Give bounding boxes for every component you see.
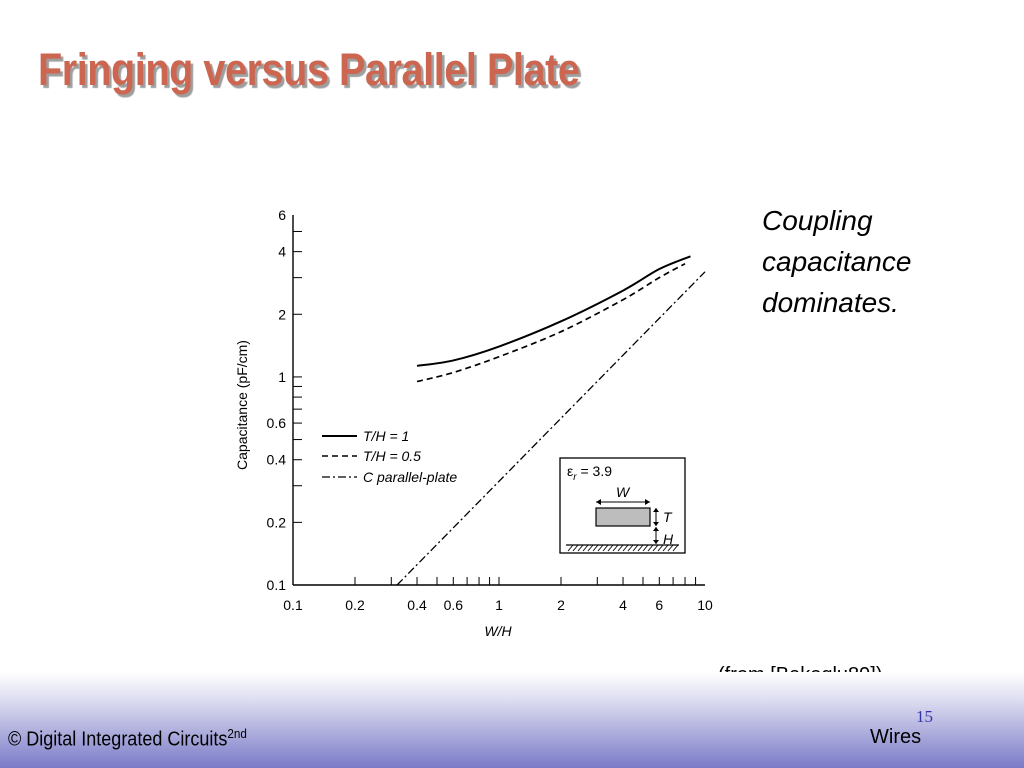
hatch-stroke	[572, 544, 579, 552]
inset-wire	[595, 507, 651, 527]
hatch-stroke	[662, 544, 669, 552]
hatch-stroke	[607, 544, 614, 552]
hatch-stroke	[617, 544, 624, 552]
footer-copyright: © Digital Integrated Circuits2nd	[8, 726, 247, 752]
hatch-stroke	[602, 544, 609, 552]
chart-ticks: 0.1 0.2 0.4 0.6 1 2 4 6 10 0.1 0.2 0.4 0.6 1 2 4 6	[267, 207, 713, 613]
note-line: capacitance	[762, 246, 912, 277]
y-tick-label: 0.1	[267, 577, 287, 593]
inset-thickness-arrowheads	[653, 508, 659, 526]
hatch-stroke	[597, 544, 604, 552]
slide-title: Fringing versus Parallel Plate	[38, 44, 580, 95]
x-tick-label: 0.2	[345, 597, 365, 613]
hatch-stroke	[652, 544, 659, 552]
inset-t-label: T	[663, 509, 673, 525]
hatch-stroke	[577, 544, 584, 552]
hatch-stroke	[592, 544, 599, 552]
inset-h-label: H	[663, 531, 674, 547]
footer-edition: 2nd	[227, 726, 247, 741]
hatch-stroke	[657, 544, 664, 552]
y-tick-label: 1	[278, 369, 286, 385]
coupling-note: Coupling capacitance dominates.	[762, 200, 1012, 323]
hatch-stroke	[672, 544, 679, 552]
inset-height-arrowheads	[653, 527, 659, 544]
page-number: 15	[916, 707, 933, 726]
geometry-inset: εr = 3.9 W T H	[559, 457, 686, 554]
capacitance-chart: 0.1 0.2 0.4 0.6 1 2 4 6 10 0.1 0.2 0.4 0.6 1 2 4 6 Capac…	[234, 207, 713, 639]
hatch-stroke	[647, 544, 654, 552]
legend-entry: T/H = 1	[363, 428, 409, 444]
series-line-solid	[416, 255, 691, 367]
note-line: dominates.	[762, 287, 899, 318]
series-line-dashdot	[396, 271, 706, 586]
hatch-stroke	[642, 544, 649, 552]
y-tick-label: 0.4	[267, 452, 287, 468]
y-tick-label: 2	[278, 306, 286, 322]
x-tick-label: 0.1	[283, 597, 303, 613]
inset-ground-hatch	[567, 544, 679, 552]
hatch-stroke	[612, 544, 619, 552]
x-tick-label: 0.4	[407, 597, 427, 613]
legend-entry: T/H = 0.5	[363, 448, 421, 464]
y-axis-label: Capacitance (pF/cm)	[234, 340, 250, 470]
hatch-stroke	[567, 544, 574, 552]
y-tick-label: 6	[278, 207, 286, 223]
hatch-stroke	[627, 544, 634, 552]
x-tick-label: 1	[495, 597, 503, 613]
x-tick-label: 2	[557, 597, 565, 613]
hatch-stroke	[667, 544, 674, 552]
footer-section: Wires	[870, 726, 922, 748]
hatch-stroke	[632, 544, 639, 552]
series-line-dashed	[416, 262, 686, 383]
x-tick-label: 10	[697, 597, 713, 613]
footer-band	[0, 672, 1024, 768]
y-tick-label: 0.2	[267, 514, 287, 530]
y-tick-label: 0.6	[267, 415, 287, 431]
hatch-stroke	[622, 544, 629, 552]
chart-legend: T/H = 1 T/H = 0.5 C parallel-plate	[322, 428, 457, 485]
x-tick-label: 4	[619, 597, 627, 613]
inset-w-label: W	[616, 484, 631, 500]
x-tick-label: 6	[655, 597, 663, 613]
y-tick-label: 4	[278, 244, 286, 260]
hatch-stroke	[582, 544, 589, 552]
inset-frame	[559, 457, 686, 554]
footer-copyright-text: © Digital Integrated Circuits	[8, 728, 228, 751]
hatch-stroke	[637, 544, 644, 552]
x-tick-label: 0.6	[444, 597, 464, 613]
inset-epsilon: εr = 3.9	[567, 463, 612, 483]
x-axis-label: W/H	[484, 623, 512, 639]
hatch-stroke	[587, 544, 594, 552]
chart-lines	[396, 255, 706, 586]
note-line: Coupling	[762, 205, 873, 236]
legend-entry: C parallel-plate	[363, 469, 457, 485]
